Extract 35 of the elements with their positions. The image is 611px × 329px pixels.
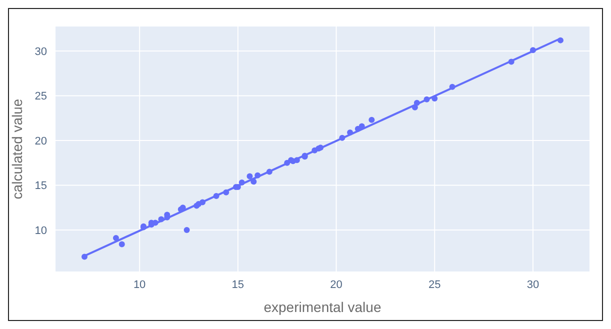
point	[266, 168, 272, 175]
y-tick-label: 10	[34, 224, 47, 237]
point	[368, 116, 375, 123]
point	[508, 58, 514, 65]
point	[184, 226, 190, 233]
point	[112, 235, 119, 242]
point	[530, 47, 536, 54]
y-tick-label: 15	[34, 180, 47, 192]
point	[118, 241, 125, 248]
x-tick-label: 30	[526, 278, 540, 291]
x-tick-label: 15	[232, 278, 244, 291]
point	[158, 216, 164, 222]
point	[414, 100, 420, 106]
point	[449, 84, 456, 90]
point	[424, 96, 430, 102]
y-axis-title: calculated value	[8, 98, 25, 200]
y-tick-label: 25	[34, 90, 47, 103]
y-tick-label: 30	[34, 46, 47, 58]
point	[339, 134, 346, 141]
point	[246, 173, 253, 180]
x-tick-label: 10	[133, 278, 146, 291]
x-tick-label: 20	[330, 278, 342, 291]
point	[200, 199, 206, 206]
point	[213, 192, 220, 199]
point	[250, 178, 257, 185]
x-tick-label: 25	[428, 278, 441, 291]
point	[347, 129, 354, 136]
point	[557, 37, 564, 44]
point	[238, 180, 245, 186]
point	[358, 123, 365, 130]
y-tick-label: 20	[34, 135, 47, 148]
point	[254, 172, 261, 178]
point	[223, 189, 230, 196]
point	[82, 254, 88, 260]
x-axis-title: experimental value	[264, 299, 382, 315]
